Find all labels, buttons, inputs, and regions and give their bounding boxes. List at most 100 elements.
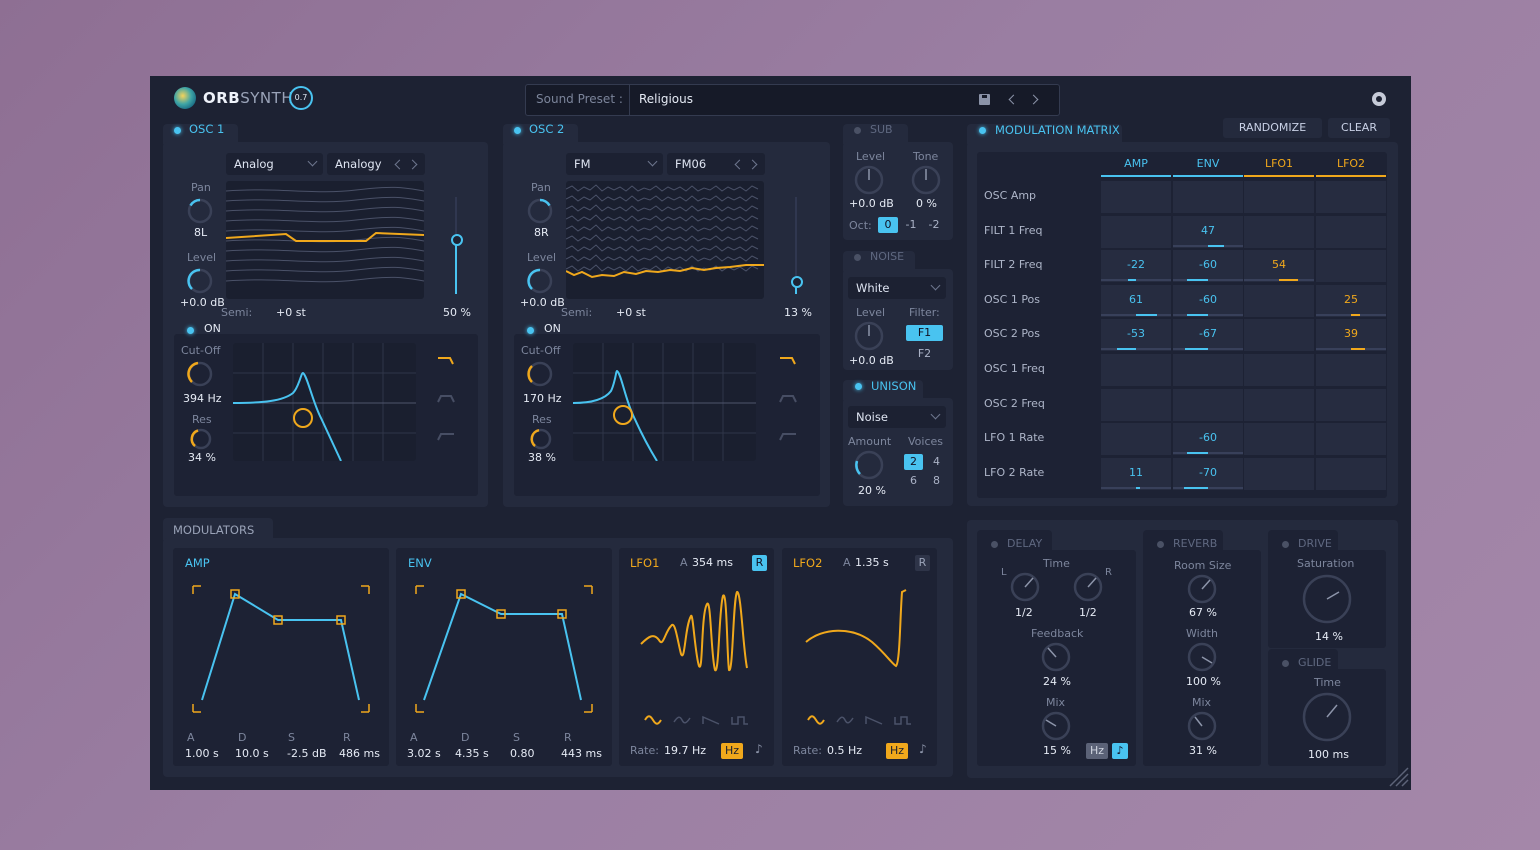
osc1-level-knob[interactable]	[185, 266, 215, 296]
lfo2-rate-value[interactable]: 0.5 Hz	[827, 744, 863, 757]
highpass-mode-icon[interactable]	[437, 432, 454, 442]
sine-shape-icon[interactable]	[807, 715, 825, 725]
reverb-room-knob[interactable]	[1186, 573, 1218, 605]
matrix-cell[interactable]	[1316, 215, 1386, 248]
osc2-cutoff-knob[interactable]	[525, 359, 555, 389]
osc2-res-knob[interactable]	[528, 426, 554, 452]
prev-preset-icon[interactable]	[1008, 94, 1019, 105]
osc1-pan-knob[interactable]	[185, 196, 215, 226]
clear-button[interactable]: CLEAR	[1328, 118, 1390, 138]
matrix-cell[interactable]	[1316, 181, 1386, 213]
osc1-type-dropdown[interactable]: Analog	[226, 153, 323, 175]
matrix-cell[interactable]	[1244, 457, 1314, 490]
saw-shape-icon[interactable]	[702, 715, 720, 725]
matrix-cell[interactable]: 11	[1101, 457, 1171, 490]
randomize-button[interactable]: RANDOMIZE	[1223, 118, 1322, 138]
lfo2-hz-button[interactable]: Hz	[886, 743, 908, 759]
matrix-cell[interactable]	[1101, 354, 1171, 386]
lfo1-retrigger-button[interactable]: R	[752, 555, 767, 571]
bandpass-mode-icon[interactable]	[779, 394, 797, 404]
lfo2-retrigger-button[interactable]: R	[915, 555, 930, 571]
lfo2-a-value[interactable]: 1.35 s	[855, 556, 889, 569]
amp-attack-value[interactable]: 1.00 s	[185, 747, 219, 760]
matrix-cell[interactable]: 54	[1244, 250, 1314, 283]
square-shape-icon[interactable]	[731, 715, 748, 725]
highpass-mode-icon[interactable]	[779, 432, 796, 442]
triangle-shape-icon[interactable]	[673, 715, 691, 725]
sine-shape-icon[interactable]	[644, 715, 662, 725]
drive-saturation-knob[interactable]	[1301, 573, 1353, 625]
amp-decay-value[interactable]: 10.0 s	[235, 747, 269, 760]
settings-gear-icon[interactable]	[1372, 92, 1386, 106]
resize-grip-icon[interactable]	[1388, 766, 1410, 788]
unison-amount-knob[interactable]	[853, 449, 885, 481]
matrix-cell[interactable]	[1244, 284, 1314, 317]
unison-voices-4[interactable]: 4	[933, 455, 940, 468]
lfo1-hz-button[interactable]: Hz	[721, 743, 743, 759]
delay-mix-knob[interactable]	[1040, 710, 1072, 742]
delay-time-l-knob[interactable]	[1009, 571, 1041, 603]
matrix-cell[interactable]	[1101, 215, 1171, 248]
matrix-cell[interactable]: 39	[1316, 319, 1386, 352]
matrix-cell[interactable]	[1244, 388, 1314, 421]
env-decay-value[interactable]: 4.35 s	[455, 747, 489, 760]
matrix-cell[interactable]	[1244, 319, 1314, 352]
env-attack-value[interactable]: 3.02 s	[407, 747, 441, 760]
osc2-type-dropdown[interactable]: FM	[566, 153, 663, 175]
sub-oct-minus2[interactable]: -2	[928, 218, 940, 231]
osc2-pan-knob[interactable]	[525, 196, 555, 226]
matrix-cell[interactable]	[1244, 354, 1314, 386]
matrix-cell[interactable]: -60	[1173, 423, 1243, 456]
sub-oct-minus1[interactable]: -1	[905, 218, 917, 231]
saw-shape-icon[interactable]	[865, 715, 883, 725]
osc1-res-knob[interactable]	[188, 426, 214, 452]
matrix-cell[interactable]	[1244, 181, 1314, 213]
matrix-cell[interactable]	[1244, 423, 1314, 456]
matrix-cell[interactable]	[1101, 181, 1171, 213]
amp-release-value[interactable]: 486 ms	[339, 747, 380, 760]
matrix-cell[interactable]: -53	[1101, 319, 1171, 352]
sub-tone-knob[interactable]	[910, 164, 942, 196]
bandpass-mode-icon[interactable]	[437, 394, 455, 404]
osc1-filter-on[interactable]: ON	[204, 322, 221, 335]
glide-time-knob[interactable]	[1301, 691, 1353, 743]
osc1-cutoff-knob[interactable]	[185, 359, 215, 389]
matrix-cell[interactable]	[1101, 423, 1171, 456]
sub-oct-0[interactable]: 0	[878, 217, 898, 233]
reverb-mix-knob[interactable]	[1186, 710, 1218, 742]
lfo2-sync-note-icon[interactable]: ♪	[919, 742, 927, 756]
matrix-cell[interactable]	[1173, 354, 1243, 386]
matrix-cell[interactable]	[1316, 457, 1386, 490]
noise-type-dropdown[interactable]: White	[848, 277, 946, 299]
env-sustain-value[interactable]: 0.80	[510, 747, 535, 760]
matrix-cell[interactable]	[1316, 354, 1386, 386]
matrix-cell[interactable]	[1101, 388, 1171, 421]
square-shape-icon[interactable]	[894, 715, 911, 725]
triangle-shape-icon[interactable]	[836, 715, 854, 725]
unison-voices-6[interactable]: 6	[910, 474, 917, 487]
delay-sync-note-icon[interactable]: ♪	[1112, 743, 1128, 759]
noise-filter-f1[interactable]: F1	[906, 325, 943, 341]
save-icon[interactable]	[979, 94, 990, 105]
reverb-width-knob[interactable]	[1186, 641, 1218, 673]
matrix-cell[interactable]: -70	[1173, 457, 1243, 490]
lfo1-a-value[interactable]: 354 ms	[692, 556, 733, 569]
matrix-cell[interactable]	[1173, 181, 1243, 213]
matrix-cell[interactable]: 47	[1173, 215, 1243, 248]
lowpass-mode-icon[interactable]	[780, 356, 796, 366]
lfo1-sync-note-icon[interactable]: ♪	[755, 742, 763, 756]
delay-feedback-knob[interactable]	[1040, 641, 1072, 673]
osc1-mix-slider[interactable]	[451, 197, 463, 294]
matrix-cell[interactable]: 25	[1316, 284, 1386, 317]
next-preset-icon[interactable]	[1028, 94, 1039, 105]
unison-voices-2[interactable]: 2	[904, 454, 923, 470]
unison-voices-8[interactable]: 8	[933, 474, 940, 487]
matrix-cell[interactable]: -67	[1173, 319, 1243, 352]
noise-filter-f2[interactable]: F2	[917, 347, 932, 360]
lowpass-mode-icon[interactable]	[438, 356, 454, 366]
matrix-cell[interactable]	[1316, 250, 1386, 283]
osc2-filter-on[interactable]: ON	[544, 322, 561, 335]
matrix-cell[interactable]	[1316, 388, 1386, 421]
osc1-wave-dropdown[interactable]: Analogy	[327, 153, 425, 175]
osc2-wave-dropdown[interactable]: FM06	[667, 153, 765, 175]
